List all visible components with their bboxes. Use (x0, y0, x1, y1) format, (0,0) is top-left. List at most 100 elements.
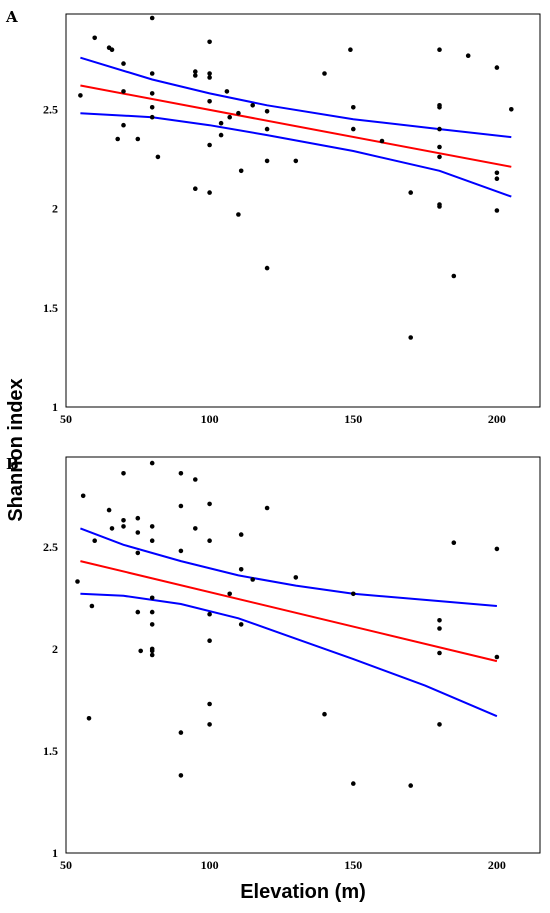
panel-b-data-point (178, 548, 184, 554)
panel-a-data-point (437, 126, 442, 132)
panel-b-data-point (451, 540, 457, 545)
panel-a-y-tick-label: 1 (52, 400, 58, 414)
panel-a-data-point (322, 71, 327, 76)
panel-a-data-point (135, 136, 141, 142)
panel-a-data-point (437, 144, 442, 150)
panel-a-data-point (207, 75, 212, 80)
panel-b-data-point (351, 591, 356, 597)
panel-b-data-point (149, 648, 155, 654)
panel-b-data-point (149, 652, 155, 658)
panel-b-data-point (207, 638, 212, 643)
panel-b-x-tick-label: 50 (60, 858, 72, 872)
panel-a-data-point (121, 122, 126, 128)
panel-a-data-point (207, 99, 212, 104)
panel-b-y-tick-label: 2.5 (43, 540, 58, 554)
panel-b-data-point (178, 471, 184, 476)
panel-a-data-point (494, 170, 500, 176)
panel-a-data-point (238, 168, 244, 174)
panel-b-data-point (207, 611, 212, 617)
panel-b-data-point (149, 460, 155, 466)
panel-a-data-point (465, 53, 471, 58)
y-axis-title: Shannon index (5, 378, 27, 521)
panel-a-data-point (494, 208, 500, 213)
panel-b-label: B (6, 455, 19, 473)
panel-b-x-tick-label: 100 (201, 858, 219, 872)
panel-a-y-ticks: 1 1.5 2 2.5 (43, 102, 58, 414)
panel-a-data-point (109, 47, 115, 52)
panel-b-y-tick-label: 1.5 (43, 744, 58, 758)
panel-b-data-point (178, 503, 184, 509)
panel-b-data-point (494, 654, 500, 660)
panel-a-data-point (379, 138, 385, 144)
panel-a-data-point (207, 142, 212, 148)
panel-b-data-point (92, 538, 97, 543)
panel-b-data-point (178, 773, 184, 778)
panel-b-x-tick-label: 150 (344, 858, 362, 872)
panel-a-data-point (121, 61, 126, 66)
panel-b-data-point (207, 701, 212, 707)
panel-a-data-point (437, 105, 442, 110)
panel-a-data-point (351, 105, 356, 110)
panel-a-data-point (207, 190, 212, 195)
panel-a-data-point (193, 73, 198, 78)
panel-a-data-point (207, 71, 212, 76)
panel-a-data-point (149, 105, 155, 110)
panel-a-x-tick-label: 150 (344, 412, 362, 426)
panel-b-data-point (437, 626, 442, 631)
panel-a-data-point (155, 154, 161, 160)
panel-b: B 1 1.5 2 2.5 50 100 150 200 (6, 455, 541, 872)
panel-a-data-point (149, 91, 155, 96)
panel-b-data-point (193, 526, 198, 531)
panel-b-data-point (238, 532, 244, 537)
panel-a-data-point (149, 15, 155, 21)
panel-a-x-tick-label: 200 (488, 412, 506, 426)
panel-b-data-point (437, 618, 442, 623)
panel-b-data-point (178, 730, 184, 735)
panel-a-x-ticks: 50 100 150 200 (60, 412, 506, 426)
panel-a-data-point (348, 47, 353, 52)
panel-a-data-point (121, 89, 126, 94)
panel-a-data-point (408, 190, 414, 195)
panel-a-data-point (236, 212, 241, 217)
panel-b-data-point (207, 538, 212, 543)
panel-a-data-point (509, 107, 514, 112)
panel-b-data-point (149, 622, 155, 627)
panel-a-label: A (5, 8, 18, 26)
panel-b-data-point (121, 518, 126, 523)
panel-b-x-ticks: 50 100 150 200 (60, 858, 506, 872)
panel-b-data-point (322, 711, 327, 717)
panel-b-y-ticks: 1 1.5 2 2.5 (43, 540, 58, 860)
panel-b-data-point (149, 524, 155, 529)
panel-b-data-point (207, 501, 212, 507)
panel-b-data-point (293, 575, 299, 580)
panel-a-data-point (494, 176, 500, 181)
panel-b-data-point (135, 609, 141, 615)
panel-b-data-point (207, 722, 212, 727)
panel-b-data-point (351, 781, 356, 786)
panel-b-data-point (264, 505, 270, 511)
panel-a-series (78, 15, 514, 340)
panel-a-data-point (227, 114, 232, 120)
panel-a-x-tick-label: 100 (201, 412, 219, 426)
panel-b-data-point (121, 524, 126, 529)
panel-a-data-point (351, 126, 356, 132)
panel-b-data-point (408, 783, 414, 788)
panel-a-data-point (264, 265, 270, 271)
panel-b-data-point (193, 477, 198, 482)
panel-a: A 1 1.5 2 2.5 50 100 150 200 (5, 8, 541, 426)
panel-a-data-point (451, 273, 457, 279)
panel-b-data-point (138, 648, 143, 654)
panel-a-data-point (149, 114, 155, 120)
panel-b-data-point (89, 603, 95, 609)
panel-a-plot-area (65, 13, 541, 408)
panel-b-data-point (135, 515, 141, 521)
panel-b-y-tick-label: 1 (52, 846, 58, 860)
panel-b-ci-lower-line (80, 592, 498, 718)
panel-a-x-tick-label: 50 (60, 412, 72, 426)
panel-a-data-point (193, 186, 198, 191)
panel-a-data-point (250, 103, 255, 108)
panel-a-data-point (149, 71, 155, 76)
panel-b-data-point (238, 567, 244, 572)
panel-a-data-point (92, 35, 97, 41)
panel-b-ci-upper-line (80, 527, 497, 607)
